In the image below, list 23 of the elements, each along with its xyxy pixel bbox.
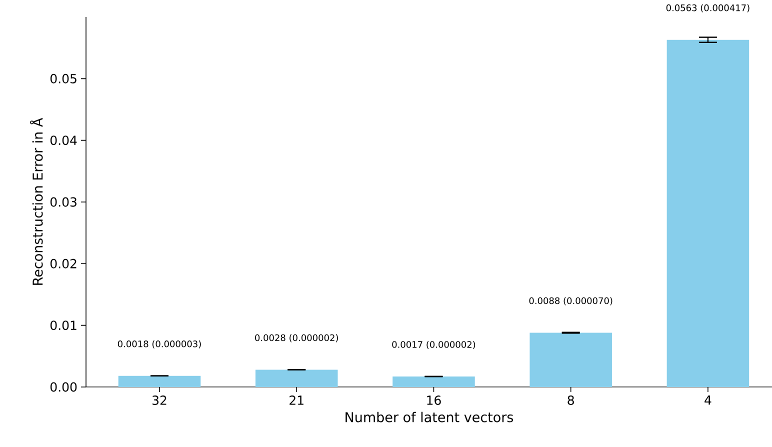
y-tick-label: 0.03 [50,197,76,207]
data-label: 0.0563 (0.000417) [666,4,750,12]
y-tick-label: 0.05 [50,74,76,84]
y-tick-label: 0.02 [50,258,76,268]
bar [255,370,338,387]
x-tick-label: 32 [152,396,166,405]
y-tick-label: 0.01 [50,320,76,330]
x-tick-label: 8 [568,396,574,405]
data-label: 0.0088 (0.000070) [529,297,612,306]
data-label: 0.0018 (0.000003) [118,340,201,348]
bar [392,376,475,387]
bar [118,376,201,387]
x-tick-label: 4 [704,396,712,405]
y-tick-label: 0.00 [50,382,77,392]
x-tick-label: 16 [427,396,441,405]
x-axis-title: Number of latent vectors [346,412,514,422]
y-tick-label: 0.04 [50,136,77,146]
x-tick-label: 21 [290,396,304,405]
data-label: 0.0028 (0.000002) [255,334,338,342]
y-axis-title: Reconstruction Error in Å [30,118,43,285]
bar [666,40,750,387]
data-label: 0.0017 (0.000002) [392,340,476,349]
bar [530,332,612,387]
